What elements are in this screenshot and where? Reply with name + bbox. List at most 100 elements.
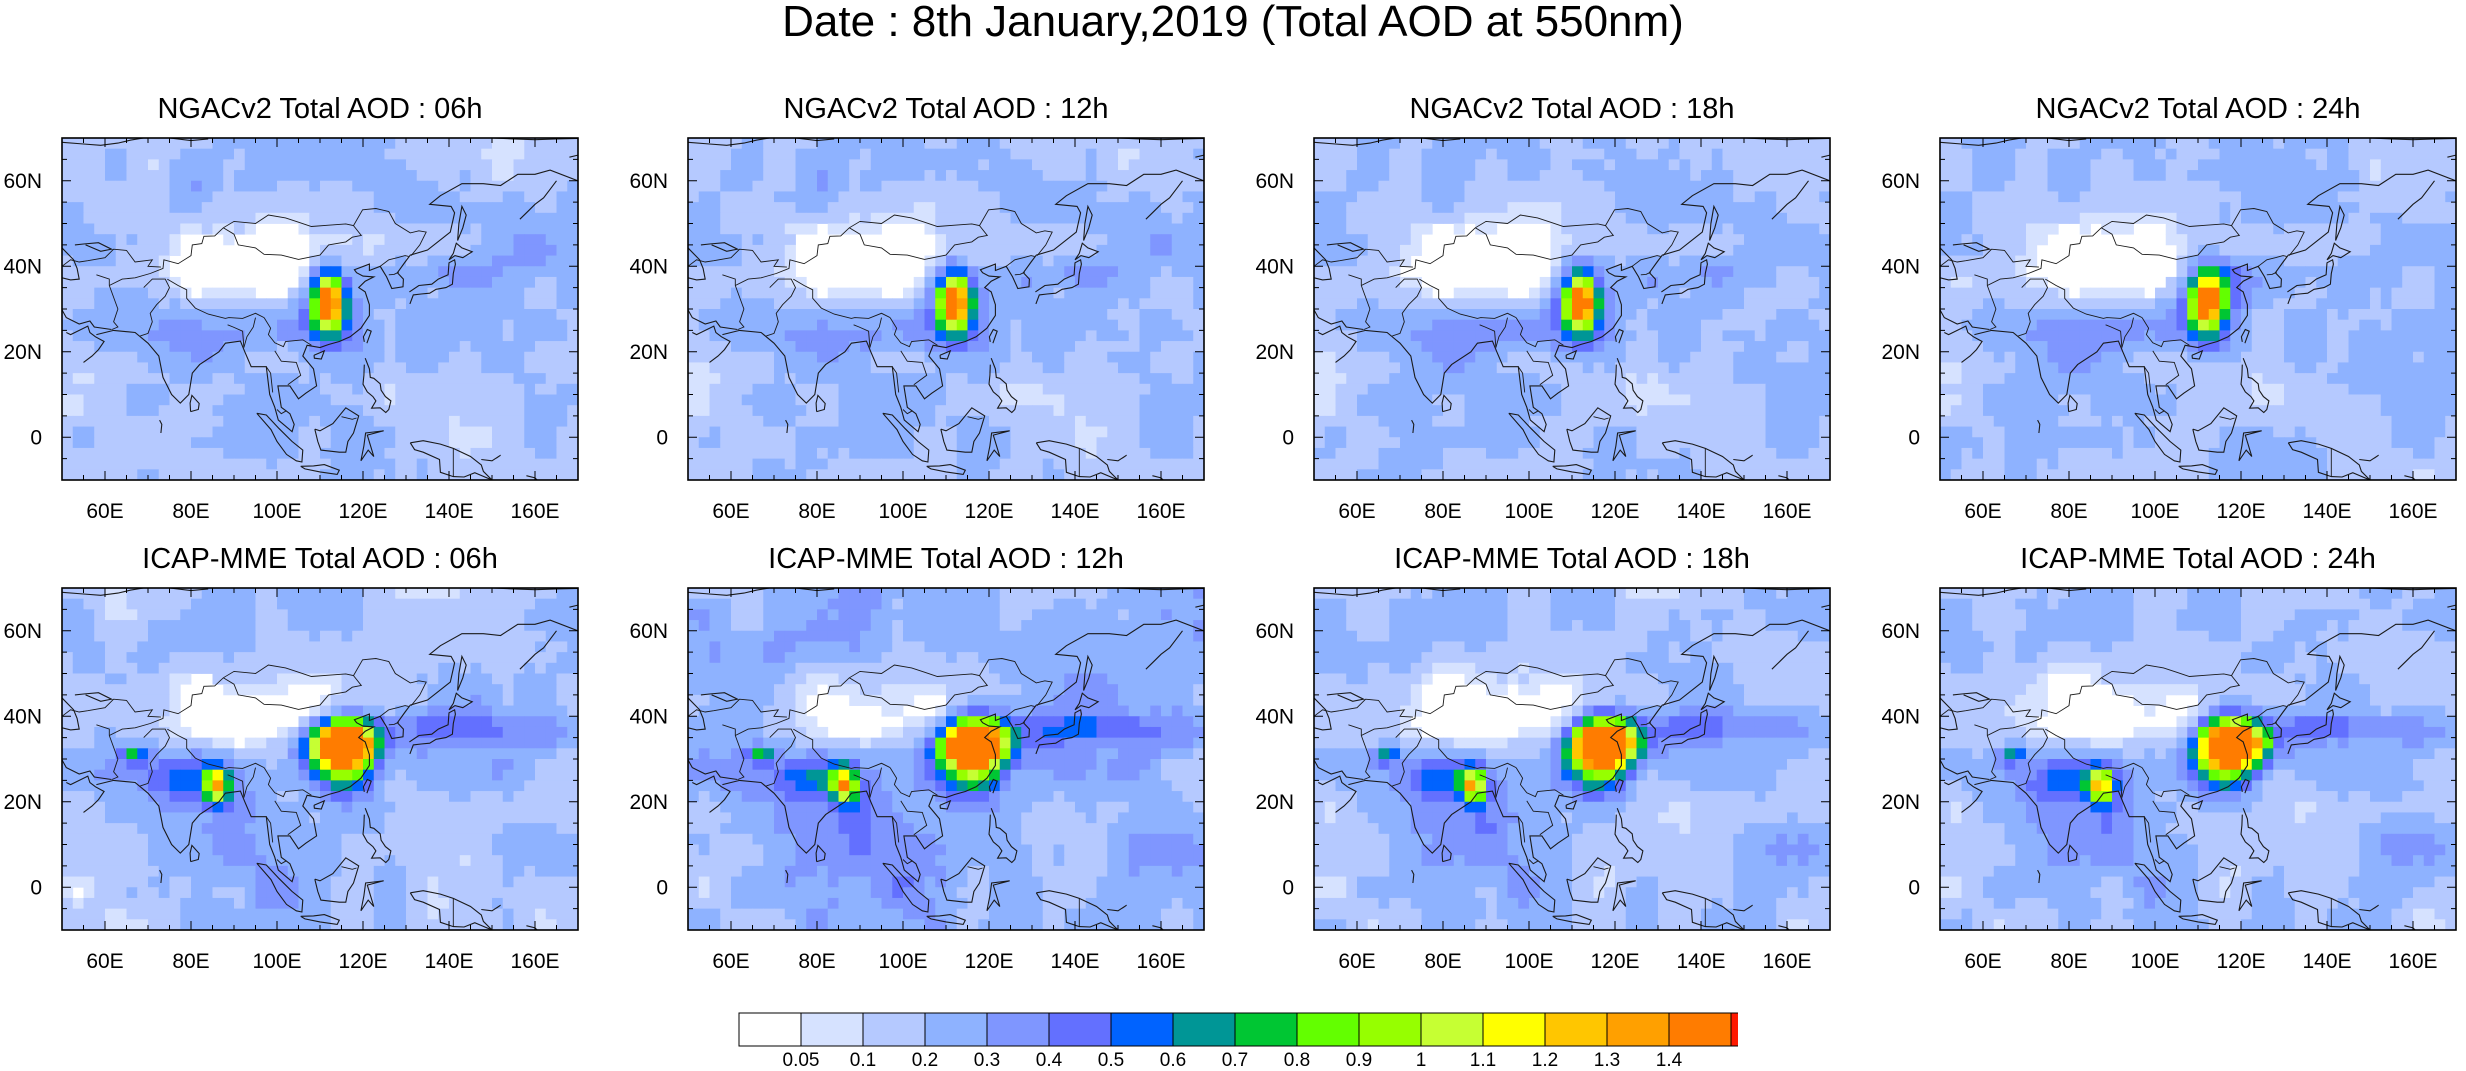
aod-cell [1615,148,1627,160]
aod-cell [72,170,84,182]
aod-cell [1561,170,1573,182]
aod-cell [556,405,568,417]
aod-cell [234,415,246,427]
aod-cell [1744,394,1756,406]
aod-cell [1518,212,1530,224]
aod-cell [287,426,299,438]
aod-cell [1118,234,1130,246]
aod-cell [1950,180,1962,192]
aod-cell [860,309,872,321]
aod-cell [1787,287,1799,299]
aod-cell [1647,298,1659,310]
aod-cell [2155,138,2167,150]
aod-cell [1193,447,1204,460]
aod-cell [806,362,818,374]
aod-cell [427,351,439,363]
aod-cell [838,319,850,331]
aod-cell [62,319,74,331]
aod-cell [1625,287,1637,299]
aod-cell [1453,437,1465,449]
aod-cell [1550,469,1562,480]
aod-cell [363,341,375,353]
aod-cell [1475,202,1487,214]
aod-cell [774,287,786,299]
aod-cell [234,437,246,449]
aod-cell [1150,255,1162,267]
aod-cell [1335,223,1347,235]
aod-cell [180,458,192,470]
aod-cell [774,234,786,246]
aod-cell [1983,170,1995,182]
aod-cell [763,394,775,406]
aod-cell [1733,148,1745,160]
aod-cell [967,234,979,246]
aod-cell [502,234,514,246]
aod-cell [298,330,310,342]
aod-cell [1961,138,1973,150]
aod-cell [1367,170,1379,182]
aod-cell [1324,159,1336,171]
aod-cell [1453,170,1465,182]
aod-cell [999,309,1011,321]
aod-cell [1572,437,1584,449]
aod-cell [1171,362,1183,374]
aod-cell [1171,276,1183,289]
aod-cell [2284,212,2296,224]
aod-cell [94,202,106,214]
aod-cell [1604,276,1616,289]
aod-cell [1776,373,1788,385]
aod-cell [72,191,84,203]
aod-cell [881,212,893,224]
aod-cell [1389,330,1401,342]
aod-cell [1335,138,1347,150]
aod-cell [1647,405,1659,417]
aod-cell [352,341,364,353]
aod-cell [513,266,525,278]
aod-cell [1053,458,1065,470]
aod-cell [838,341,850,353]
aod-cell [244,191,256,203]
aod-cell [126,287,138,299]
aod-cell [1357,415,1369,427]
aod-cell [524,309,536,321]
aod-cell [2370,159,2382,171]
aod-cell [191,373,203,385]
aod-cell [1636,191,1648,203]
aod-cell [1367,330,1379,342]
aod-cell [709,373,721,385]
aod-cell [1797,212,1809,224]
aod-cell [1679,383,1691,395]
aod-cell [1658,362,1670,374]
aod-cell [774,170,786,182]
aod-cell [1193,309,1204,321]
aod-cell [946,223,958,235]
aod-cell [1064,159,1076,171]
aod-cell [1711,191,1723,203]
aod-cell [438,223,450,235]
aod-cell [492,351,504,363]
aod-cell [1400,234,1412,246]
aod-cell [1701,276,1713,289]
aod-cell [395,383,407,395]
aod-cell [83,469,95,480]
aod-cell [169,383,181,395]
aod-cell [1139,341,1151,353]
aod-cell [126,383,138,395]
aod-cell [1367,437,1379,449]
aod-cell [1518,170,1530,182]
aod-cell [1572,223,1584,235]
aod-cell [266,351,278,363]
aod-cell [266,469,278,480]
aod-cell [752,287,764,299]
aod-cell [1486,405,1498,417]
aod-cell [2090,202,2102,214]
aod-cell [784,298,796,310]
aod-cell [1722,266,1734,278]
aod-cell [1128,202,1140,214]
aod-cell [513,373,525,385]
aod-cell [1604,223,1616,235]
aod-cell [1453,415,1465,427]
aod-cell [2198,202,2210,214]
aod-cell [1625,437,1637,449]
aod-cell [309,447,321,460]
